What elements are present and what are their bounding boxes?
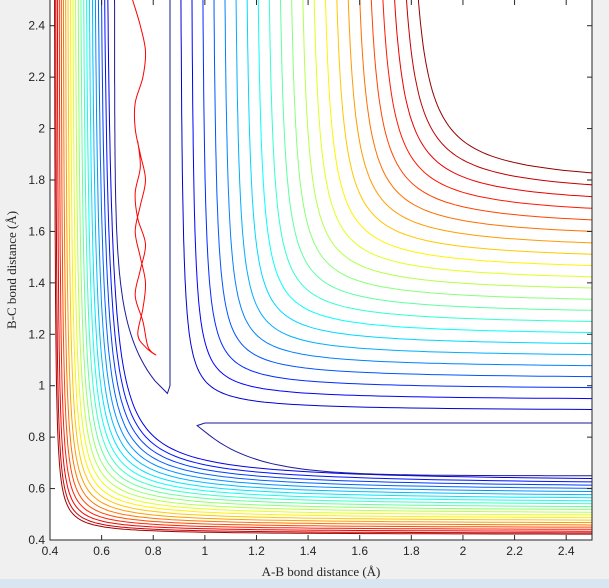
contour-line xyxy=(235,0,592,356)
contour-line xyxy=(394,0,592,198)
contour-line xyxy=(80,0,592,508)
x-tick-label: 2.2 xyxy=(506,544,523,558)
contour-line xyxy=(347,0,592,244)
contour-line xyxy=(101,0,592,486)
y-tick-label: 0.6 xyxy=(28,482,45,496)
y-tick-label: 2.4 xyxy=(28,19,45,33)
contour-line xyxy=(65,0,592,524)
contour-line xyxy=(279,0,592,311)
contour-line xyxy=(75,0,592,513)
contour-line xyxy=(359,0,592,232)
y-tick-label: 1.8 xyxy=(28,173,45,187)
y-tick-label: 1 xyxy=(38,379,45,393)
contour-line xyxy=(83,0,592,505)
axes: 0.4 0.6 0.8 1 1.2 1.4 1.6 1.8 2 2.2 2.4 0.4 0.6 0.8 1 1… xyxy=(28,0,593,558)
contour-line xyxy=(246,0,592,345)
contour-line xyxy=(55,0,592,534)
contour-line xyxy=(336,0,592,255)
x-tick-label: 1 xyxy=(202,544,209,558)
reactant-valley-contour xyxy=(114,0,171,395)
y-axis-label: B-C bond distance (Å) xyxy=(4,211,19,329)
x-tick-label: 0.6 xyxy=(93,544,110,558)
contour-line xyxy=(405,0,592,186)
contour-line xyxy=(324,0,592,267)
contour-line xyxy=(370,0,592,221)
contour-line xyxy=(224,0,592,367)
contour-line xyxy=(417,0,592,174)
y-tick-label: 0.4 xyxy=(28,533,45,547)
contour-line xyxy=(382,0,592,209)
y-tick-label: 0.8 xyxy=(28,430,45,444)
contour-line xyxy=(62,0,592,526)
x-axis-label: A-B bond distance (Å) xyxy=(262,564,381,579)
contour-line xyxy=(104,0,592,483)
contour-line xyxy=(86,0,592,502)
x-tick-label: 0.8 xyxy=(145,544,162,558)
contour-line xyxy=(268,0,592,322)
y-tick-label: 1.4 xyxy=(28,276,45,290)
y-tick-label: 2.2 xyxy=(28,70,45,84)
contour-line xyxy=(58,0,592,530)
x-tick-label: 0.4 xyxy=(42,544,59,558)
contour-line xyxy=(191,0,592,400)
y-tick-label: 2 xyxy=(38,122,45,136)
x-tick-label: 1.2 xyxy=(248,544,265,558)
contour-line xyxy=(60,0,592,528)
trajectory-path xyxy=(132,0,157,356)
x-tick-label: 2 xyxy=(460,544,467,558)
plot-area xyxy=(50,0,592,540)
contour-line xyxy=(54,0,592,535)
contour-line xyxy=(313,0,592,278)
window-bottom-strip xyxy=(0,579,609,588)
contour-lines xyxy=(54,0,592,535)
contour-line xyxy=(202,0,592,389)
contour-line xyxy=(302,0,592,289)
contour-line xyxy=(89,0,592,499)
contour-line xyxy=(291,0,592,300)
contour-line xyxy=(213,0,592,378)
contour-line xyxy=(72,0,592,516)
trajectory xyxy=(132,0,157,356)
contour-line xyxy=(257,0,592,334)
contour-line xyxy=(97,0,592,489)
x-tick-label: 1.6 xyxy=(351,544,368,558)
contour-line xyxy=(69,0,592,519)
y-tick-label: 1.6 xyxy=(28,224,45,238)
contour-line xyxy=(67,0,592,521)
x-tick-label: 1.8 xyxy=(403,544,420,558)
contour-line xyxy=(94,0,592,493)
contour-line xyxy=(56,0,592,532)
contour-line xyxy=(180,0,592,410)
contour-line xyxy=(107,0,592,480)
x-tick-label: 1.4 xyxy=(300,544,317,558)
y-tick-label: 1.2 xyxy=(28,327,45,341)
x-tick-label: 2.4 xyxy=(558,544,575,558)
product-valley-contour xyxy=(196,422,592,477)
contour-line xyxy=(77,0,592,510)
axis-box xyxy=(49,0,593,541)
contour-line xyxy=(91,0,592,496)
